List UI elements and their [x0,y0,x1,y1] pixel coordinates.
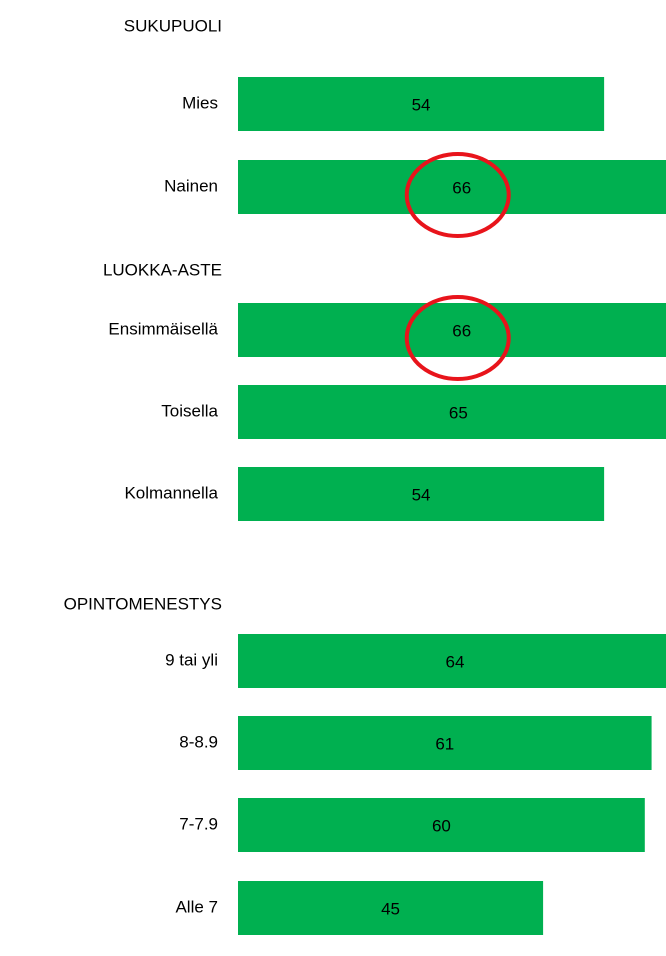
category-label: Kolmannella [124,483,218,502]
value-label: 65 [449,403,468,422]
bar [238,77,605,131]
value-label: 54 [412,95,431,114]
bar [238,634,666,688]
category-label: 9 tai yli [165,650,218,669]
value-label: 54 [412,485,431,504]
group-title: SUKUPUOLI [124,16,222,35]
value-label: 61 [435,734,454,753]
bar [238,467,605,521]
category-label: 7-7.9 [179,814,218,833]
group-title: LUOKKA-ASTE [103,260,222,279]
category-label: 8-8.9 [179,732,218,751]
bar [238,160,666,214]
category-label: Mies [182,93,218,112]
bar [238,716,652,770]
bar [238,881,544,935]
value-label: 66 [452,321,471,340]
highlight-circle [404,152,511,238]
category-label: Toisella [161,401,218,420]
bar [238,798,645,852]
category-label: Alle 7 [175,897,218,916]
category-label: Nainen [164,176,218,195]
value-label: 60 [432,816,451,835]
value-label: 64 [445,652,464,671]
highlight-circle [404,295,511,381]
group-title: OPINTOMENESTYS [64,594,222,613]
value-label: 45 [381,899,400,918]
value-label: 66 [452,178,471,197]
bar [238,385,666,439]
category-label: Ensimmäisellä [108,319,218,338]
bar [238,303,666,357]
